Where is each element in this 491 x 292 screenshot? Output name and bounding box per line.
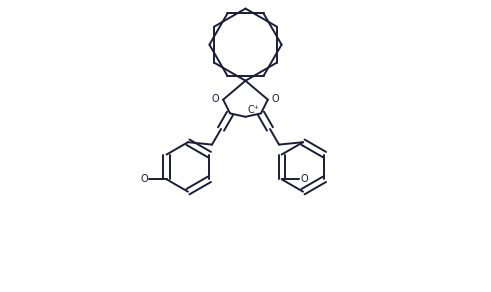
Text: O: O [300,174,308,184]
Text: O: O [272,94,279,104]
Text: C⁺: C⁺ [247,105,259,115]
Text: O: O [212,94,219,104]
Text: O: O [140,174,148,184]
